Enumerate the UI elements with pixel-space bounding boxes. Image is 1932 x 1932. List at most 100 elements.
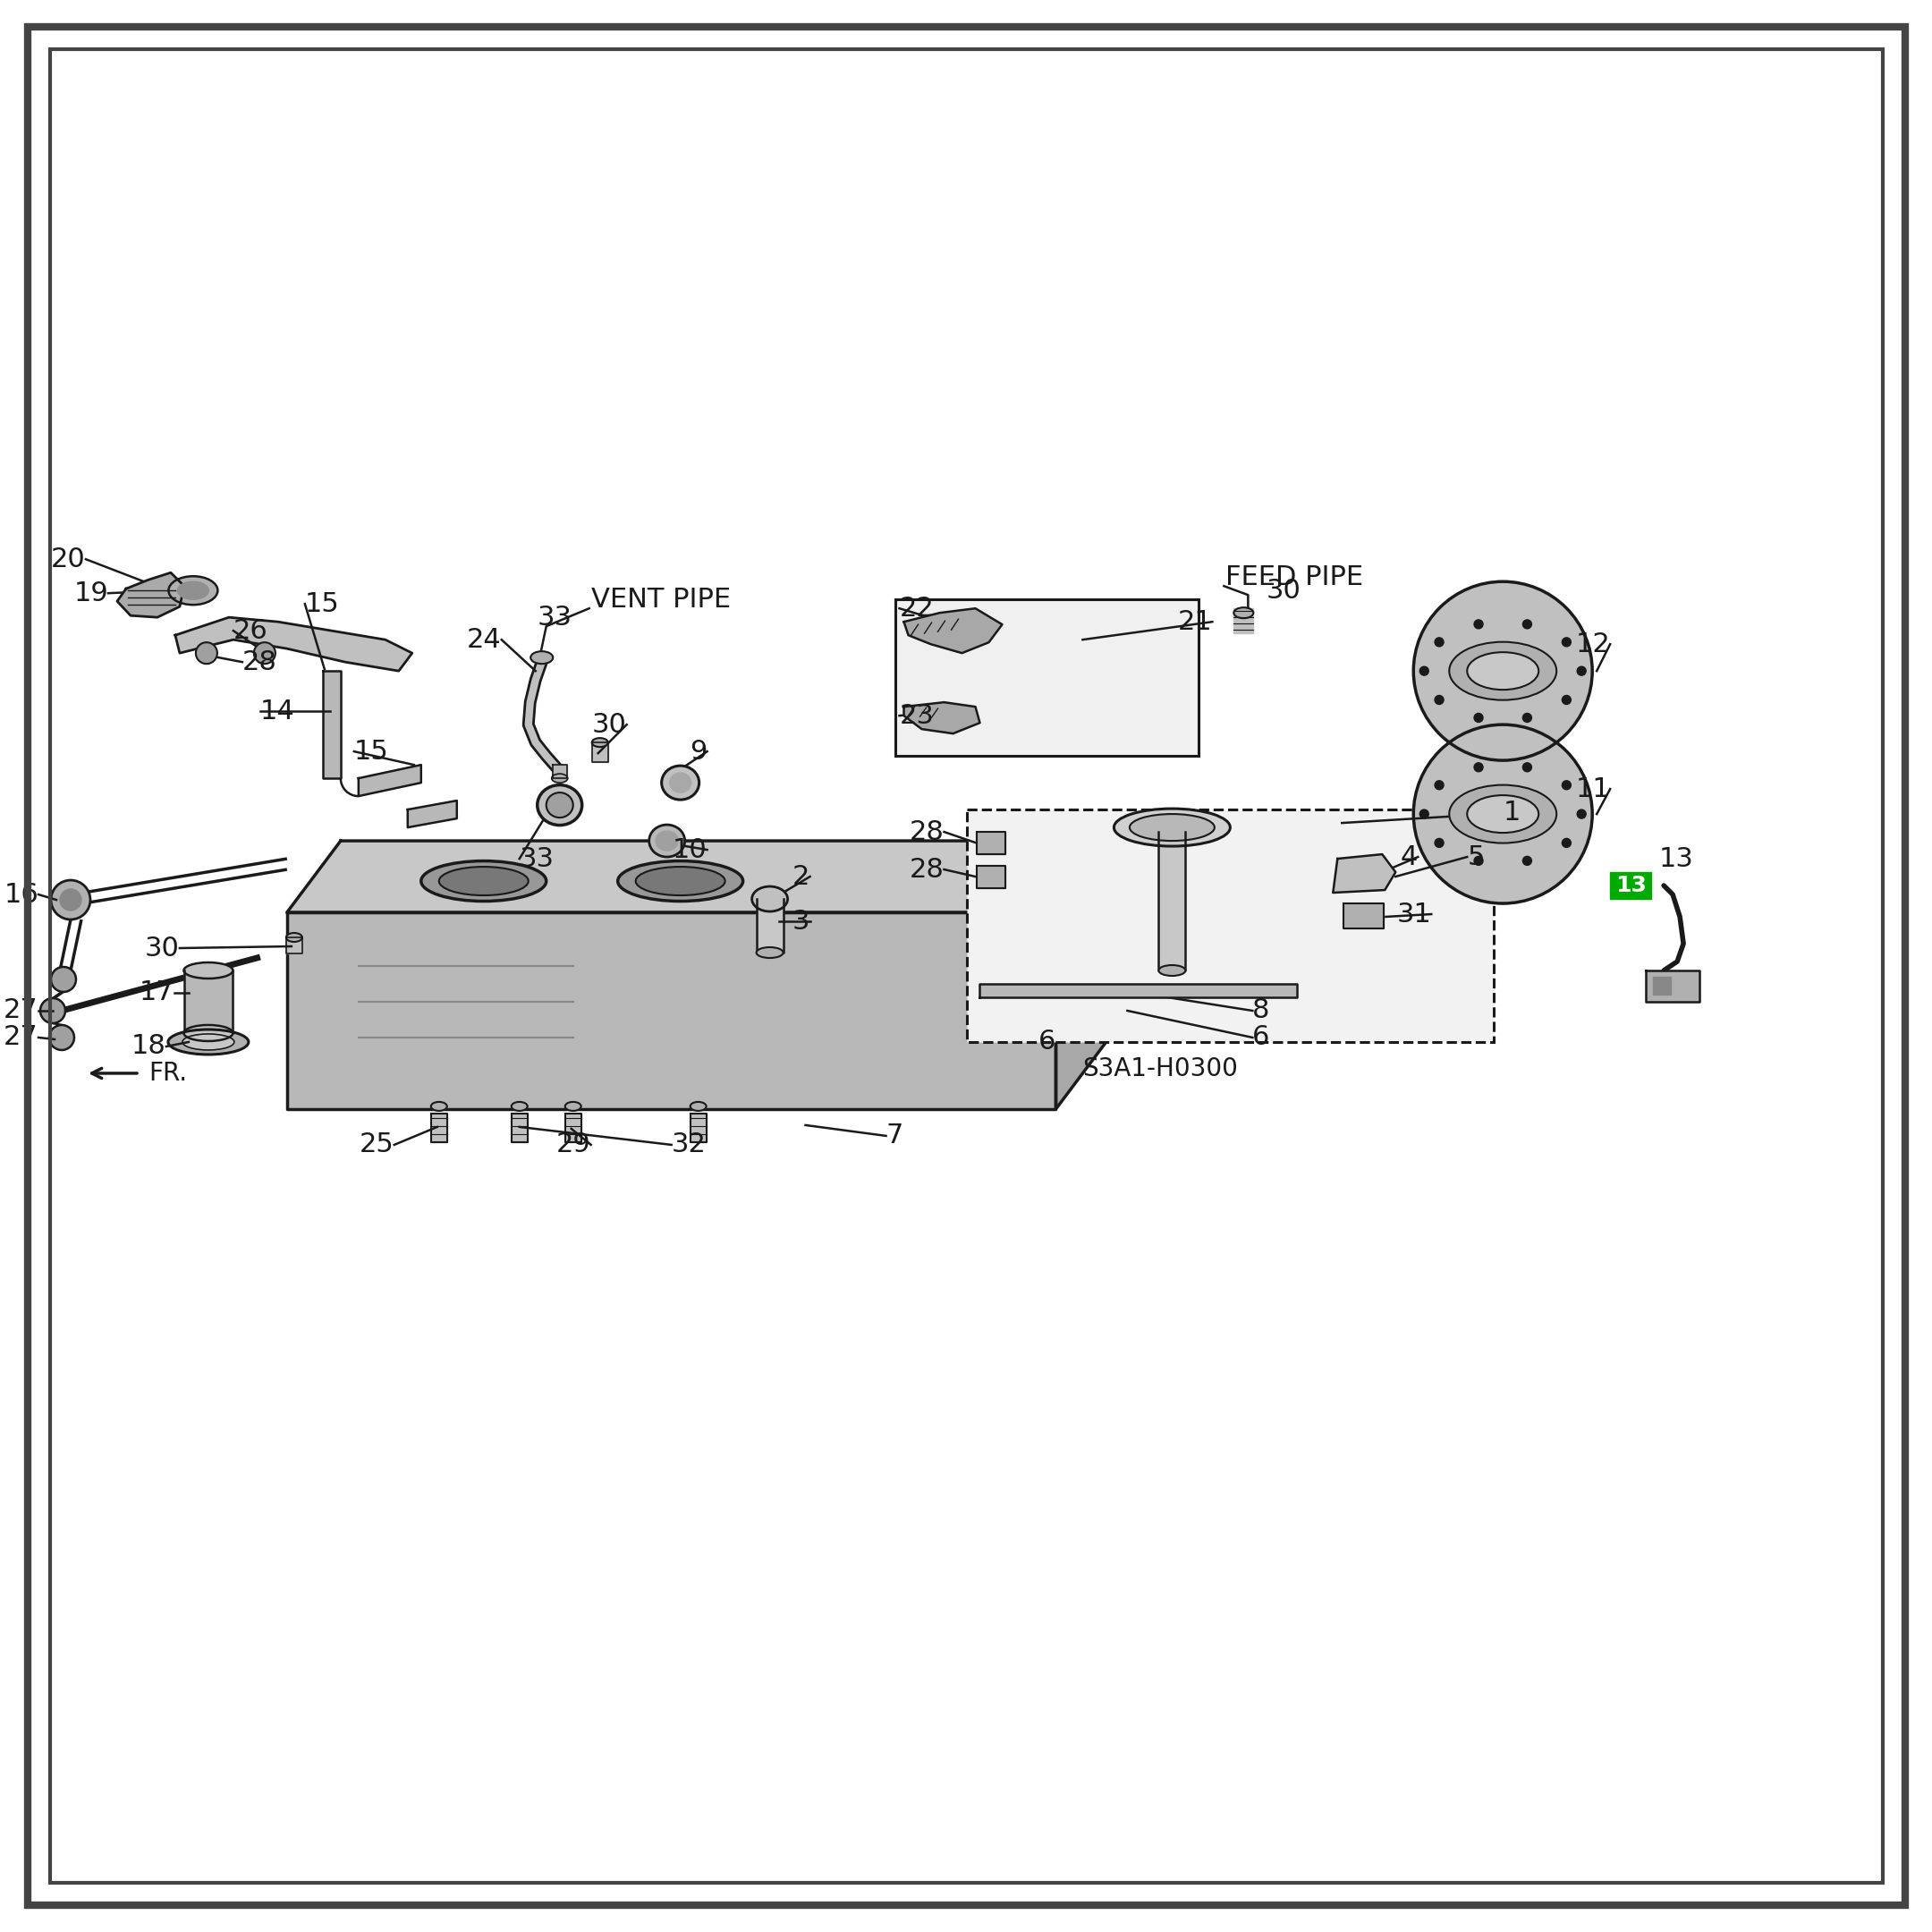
Circle shape	[1414, 582, 1592, 761]
Ellipse shape	[1466, 653, 1538, 690]
Ellipse shape	[670, 773, 692, 792]
Circle shape	[1474, 713, 1484, 723]
Text: 32: 32	[672, 1132, 707, 1157]
Ellipse shape	[591, 738, 609, 748]
Circle shape	[1435, 781, 1443, 790]
Text: 18: 18	[131, 1034, 166, 1059]
Ellipse shape	[1235, 607, 1254, 618]
Bar	[978, 866, 1007, 889]
Text: 29: 29	[556, 1132, 591, 1157]
Text: 27: 27	[4, 997, 39, 1024]
Bar	[1159, 833, 1186, 970]
Ellipse shape	[286, 933, 301, 943]
Text: 33: 33	[537, 605, 572, 630]
Circle shape	[1414, 724, 1592, 904]
Ellipse shape	[690, 1101, 707, 1111]
Ellipse shape	[431, 1101, 446, 1111]
Ellipse shape	[1466, 796, 1538, 833]
Text: 3: 3	[792, 908, 810, 935]
Text: 23: 23	[900, 703, 935, 728]
Text: 16: 16	[4, 881, 39, 908]
Bar	[966, 810, 1493, 1041]
Polygon shape	[359, 765, 421, 796]
Ellipse shape	[531, 651, 553, 665]
Bar	[895, 599, 1200, 755]
Text: 15: 15	[354, 738, 388, 765]
Circle shape	[50, 881, 91, 920]
Ellipse shape	[178, 582, 209, 599]
Circle shape	[48, 1026, 73, 1049]
Bar	[512, 1113, 527, 1142]
Text: 24: 24	[468, 626, 502, 653]
Text: 14: 14	[261, 697, 296, 724]
Circle shape	[1474, 763, 1484, 771]
Text: 15: 15	[305, 591, 340, 616]
Text: 10: 10	[672, 837, 707, 864]
Circle shape	[1522, 856, 1532, 866]
Ellipse shape	[755, 947, 782, 958]
Text: 1: 1	[1503, 800, 1520, 825]
Ellipse shape	[752, 887, 788, 912]
Bar	[431, 1113, 446, 1142]
Bar	[1646, 970, 1700, 1003]
Circle shape	[1435, 838, 1443, 848]
Polygon shape	[904, 609, 1003, 653]
Text: 9: 9	[690, 738, 707, 765]
Text: 31: 31	[1397, 900, 1432, 927]
Text: 28: 28	[242, 649, 276, 674]
Text: 33: 33	[520, 846, 554, 871]
Circle shape	[1563, 696, 1571, 705]
Ellipse shape	[1115, 810, 1231, 846]
Text: 2: 2	[792, 864, 810, 889]
Ellipse shape	[439, 867, 527, 895]
Ellipse shape	[618, 862, 744, 900]
Ellipse shape	[655, 831, 678, 850]
Ellipse shape	[547, 792, 574, 817]
Text: 6: 6	[1037, 1030, 1055, 1055]
Bar	[553, 765, 566, 779]
Polygon shape	[176, 618, 412, 670]
Polygon shape	[1333, 854, 1395, 893]
Circle shape	[1522, 713, 1532, 723]
Circle shape	[1522, 763, 1532, 771]
Bar	[1609, 871, 1652, 898]
Text: 28: 28	[910, 856, 945, 883]
Ellipse shape	[649, 825, 684, 858]
Ellipse shape	[1449, 641, 1557, 699]
Ellipse shape	[168, 576, 218, 605]
Text: 30: 30	[591, 711, 626, 738]
Bar	[564, 1113, 582, 1142]
Text: 27: 27	[4, 1024, 39, 1051]
Circle shape	[1420, 810, 1428, 819]
Text: 7: 7	[887, 1122, 904, 1150]
Text: 13: 13	[1660, 846, 1694, 871]
Circle shape	[1474, 620, 1484, 628]
Ellipse shape	[553, 775, 568, 782]
Circle shape	[1563, 638, 1571, 647]
Polygon shape	[408, 800, 456, 827]
Circle shape	[1563, 838, 1571, 848]
Ellipse shape	[1130, 813, 1215, 840]
Text: VENT PIPE: VENT PIPE	[591, 587, 730, 612]
Text: 17: 17	[139, 980, 174, 1007]
Circle shape	[41, 999, 66, 1024]
Text: 20: 20	[50, 547, 85, 572]
Polygon shape	[980, 983, 1296, 997]
Text: S3A1-H0300: S3A1-H0300	[1082, 1057, 1238, 1082]
Bar	[1235, 609, 1254, 634]
Bar	[690, 1113, 707, 1142]
Circle shape	[1577, 810, 1586, 819]
Text: 4: 4	[1401, 844, 1418, 869]
Circle shape	[1435, 638, 1443, 647]
Polygon shape	[323, 670, 340, 779]
Text: 25: 25	[359, 1132, 394, 1157]
Bar	[591, 742, 609, 761]
Bar	[755, 898, 782, 952]
Circle shape	[195, 641, 216, 665]
Ellipse shape	[564, 1101, 582, 1111]
Text: 21: 21	[1179, 609, 1211, 636]
Ellipse shape	[661, 765, 699, 800]
Polygon shape	[288, 912, 1057, 1109]
Text: 5: 5	[1466, 844, 1484, 869]
Bar	[184, 970, 232, 1034]
